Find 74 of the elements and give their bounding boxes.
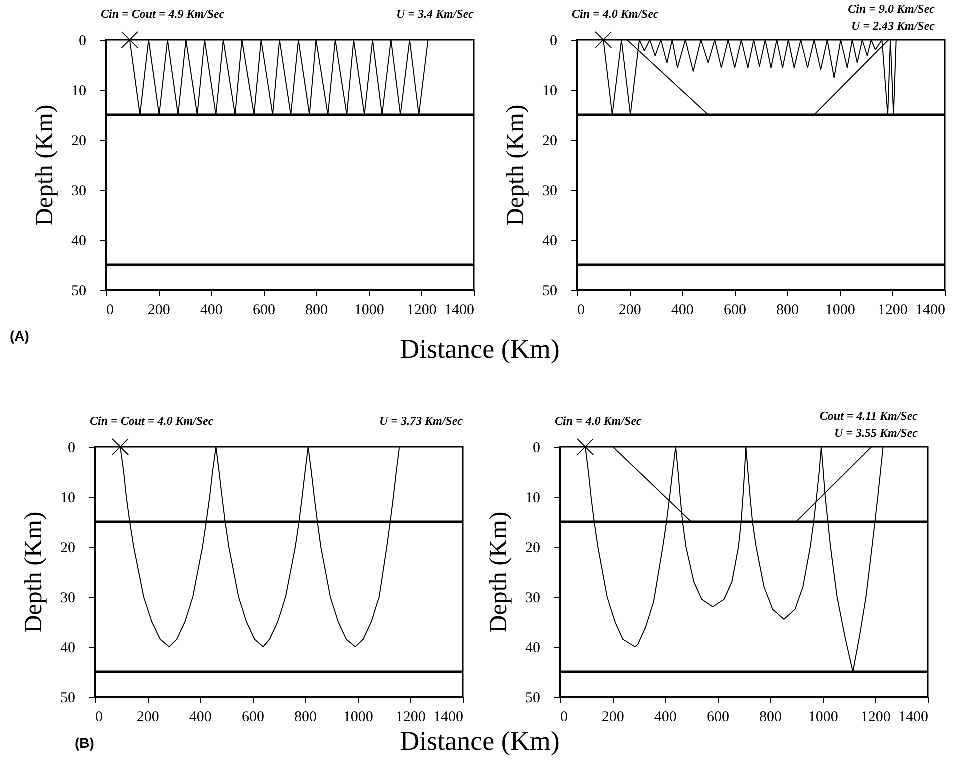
- text: Cin = 4.0 Km/Sec: [572, 7, 659, 22]
- text: (A): [10, 328, 30, 344]
- y-tick-label: 40: [542, 234, 558, 250]
- x-tick-label: 1400: [898, 710, 928, 726]
- x-axis-title: Distance (Km): [400, 726, 560, 757]
- y-tick-label: 50: [72, 284, 86, 300]
- x-tick-label: 1200: [860, 710, 891, 726]
- y-tick-label: 50: [60, 690, 76, 706]
- y-tick-label: 0: [68, 440, 76, 456]
- y-tick-label: 30: [526, 590, 540, 606]
- y-tick-label: 40: [72, 234, 86, 250]
- x-tick-label: 1200: [406, 302, 437, 318]
- x-tick-label: 1000: [808, 710, 838, 726]
- y-tick-label: 20: [72, 134, 86, 150]
- x-tick-label: 1000: [343, 710, 374, 726]
- x-tick-label: 600: [242, 710, 264, 726]
- x-tick-label: 1000: [354, 302, 384, 318]
- x-tick-label: 800: [776, 302, 800, 318]
- y-tick-label: 10: [526, 490, 540, 506]
- y-tick-label: 30: [542, 184, 558, 200]
- x-tick-label: 0: [96, 710, 103, 726]
- y-tick-label: 50: [526, 690, 540, 706]
- y-tick-label: 30: [60, 590, 76, 606]
- x-tick-label: 200: [136, 710, 160, 726]
- y-tick-label: 0: [550, 34, 558, 50]
- text: (B): [75, 735, 94, 751]
- x-tick-label: 1200: [396, 710, 426, 726]
- x-tick-label: 1400: [444, 302, 474, 318]
- y-tick-label: 20: [542, 134, 558, 150]
- x-tick-label: 0: [560, 710, 568, 726]
- y-tick-label: 40: [60, 640, 76, 656]
- text: Cin = Cout = 4.0 Km/Sec: [90, 414, 214, 429]
- x-tick-label: 200: [148, 302, 170, 318]
- x-tick-label: 600: [706, 710, 730, 726]
- x-tick-label: 800: [294, 710, 318, 726]
- y-tick-label: 20: [526, 540, 540, 556]
- x-tick-label: 0: [578, 302, 585, 318]
- x-tick-label: 400: [189, 710, 212, 726]
- x-tick-label: 1200: [878, 302, 908, 318]
- y-tick-label: 50: [542, 284, 558, 300]
- x-tick-label: 800: [760, 710, 782, 726]
- y-tick-label: 10: [542, 84, 558, 100]
- x-tick-label: 1400: [916, 302, 946, 318]
- x-tick-label: 600: [724, 302, 746, 318]
- text: Cin = 4.0 Km/Sec: [555, 414, 642, 429]
- text: U = 3.55 Km/Sec: [834, 426, 918, 441]
- x-axis-title: Distance (Km): [400, 334, 560, 365]
- text: Cin = 9.0 Km/Sec: [848, 2, 935, 17]
- y-tick-label: 10: [72, 84, 86, 100]
- text: Cin = Cout = 4.9 Km/Sec: [101, 7, 225, 22]
- y-tick-label: 0: [79, 34, 86, 50]
- y-axis-title: Depth (Km): [486, 512, 512, 634]
- y-tick-label: 10: [60, 490, 76, 506]
- y-axis-title: Depth (Km): [20, 512, 48, 634]
- x-tick-label: 1400: [434, 710, 464, 726]
- text: U = 3.4 Km/Sec: [396, 7, 474, 22]
- y-tick-label: 30: [72, 184, 86, 200]
- x-tick-label: 400: [654, 710, 677, 726]
- x-tick-label: 200: [618, 302, 642, 318]
- x-tick-label: 0: [106, 302, 114, 318]
- y-axis-title: Depth (Km): [32, 104, 58, 226]
- x-tick-label: 400: [671, 302, 694, 318]
- x-tick-label: 800: [306, 302, 328, 318]
- y-tick-label: 0: [533, 440, 540, 456]
- y-tick-label: 20: [60, 540, 76, 556]
- y-tick-label: 40: [526, 640, 540, 656]
- x-tick-label: 200: [602, 710, 624, 726]
- text: Cout = 4.11 Km/Sec: [820, 409, 918, 424]
- x-tick-label: 400: [200, 302, 223, 318]
- x-tick-label: 1000: [825, 302, 856, 318]
- x-tick-label: 600: [252, 302, 276, 318]
- text: U = 2.43 Km/Sec: [851, 19, 935, 34]
- text: U = 3.73 Km/Sec: [379, 414, 463, 429]
- y-axis-title: Depth (Km): [502, 104, 530, 226]
